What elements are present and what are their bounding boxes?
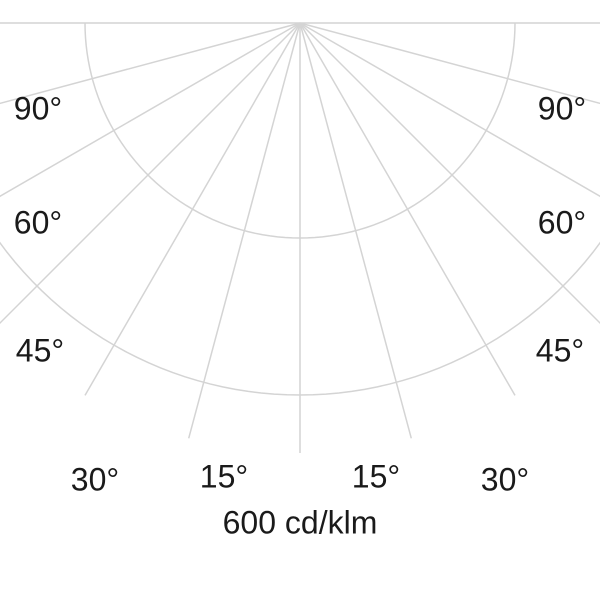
svg-text:45°: 45°: [536, 332, 584, 368]
svg-text:15°: 15°: [352, 458, 400, 494]
svg-text:600 cd/klm: 600 cd/klm: [223, 504, 378, 540]
svg-text:60°: 60°: [14, 204, 62, 240]
svg-text:60°: 60°: [538, 204, 586, 240]
svg-text:90°: 90°: [14, 90, 62, 126]
svg-text:30°: 30°: [481, 461, 529, 497]
svg-text:15°: 15°: [200, 458, 248, 494]
svg-text:45°: 45°: [16, 332, 64, 368]
svg-text:90°: 90°: [538, 90, 586, 126]
svg-text:30°: 30°: [71, 461, 119, 497]
